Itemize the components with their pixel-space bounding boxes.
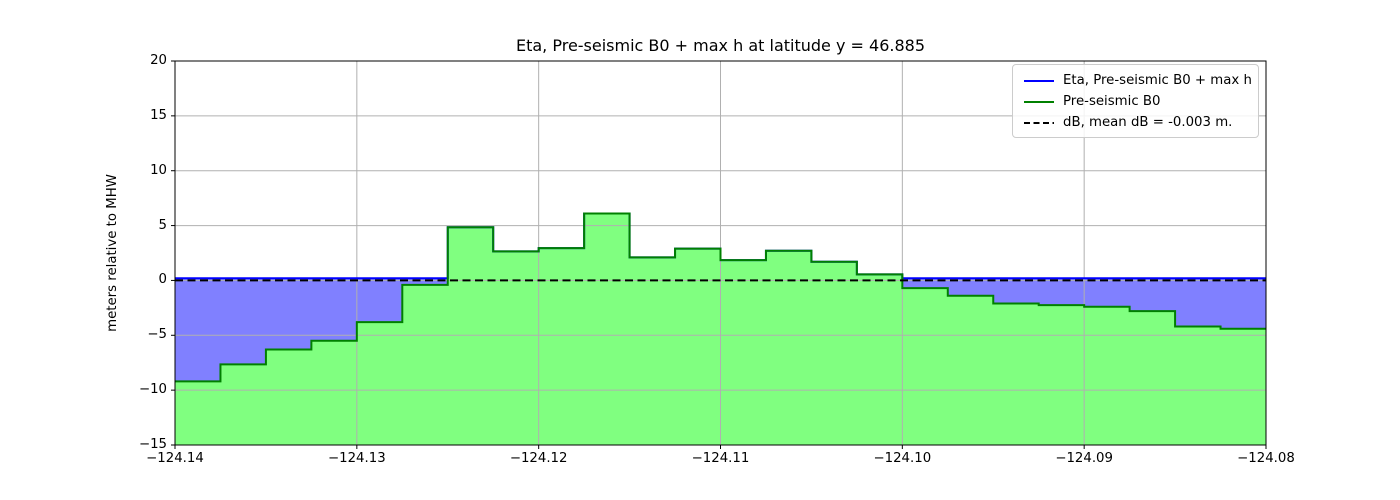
legend: Eta, Pre-seismic B0 + max h Pre-seismic … [1012,64,1259,138]
legend-item-preseismic-b0: Pre-seismic B0 [1023,91,1258,112]
x-tick-label: −124.10 [873,451,932,466]
legend-item-db: dB, mean dB = -0.003 m. [1023,112,1258,133]
legend-item-eta: Eta, Pre-seismic B0 + max h [1023,70,1258,91]
y-axis-label: meters relative to MHW [105,174,120,332]
y-tick-label: 10 [150,162,167,178]
y-tick-label: 5 [158,217,167,233]
y-tick-label: 0 [158,272,167,288]
x-tick-label: −124.13 [327,451,386,466]
legend-label-db: dB, mean dB = -0.003 m. [1063,115,1233,130]
x-tick-label: −124.11 [691,451,750,466]
y-tick-label: −10 [138,382,167,398]
x-tick-label: −124.09 [1055,451,1113,466]
legend-label-eta: Eta, Pre-seismic B0 + max h [1063,73,1252,88]
y-tick-label: 20 [150,53,167,68]
x-tick-label: −124.12 [509,451,568,466]
x-tick-label: −124.08 [1237,451,1295,466]
chart-title: Eta, Pre-seismic B0 + max h at latitude … [515,36,925,55]
legend-line-preseismic-b0-icon [1024,100,1054,103]
water-fill-area [175,213,1266,382]
legend-line-db-icon [1024,121,1054,124]
y-tick-label: −5 [147,327,167,343]
y-tick-label: 15 [150,107,167,123]
legend-label-preseismic-b0: Pre-seismic B0 [1063,94,1161,109]
preseismic-b0-line [175,212,1266,383]
y-tick-label: −15 [138,437,167,452]
legend-line-eta-icon [1024,79,1054,82]
x-tick-label: −124.14 [146,451,204,466]
